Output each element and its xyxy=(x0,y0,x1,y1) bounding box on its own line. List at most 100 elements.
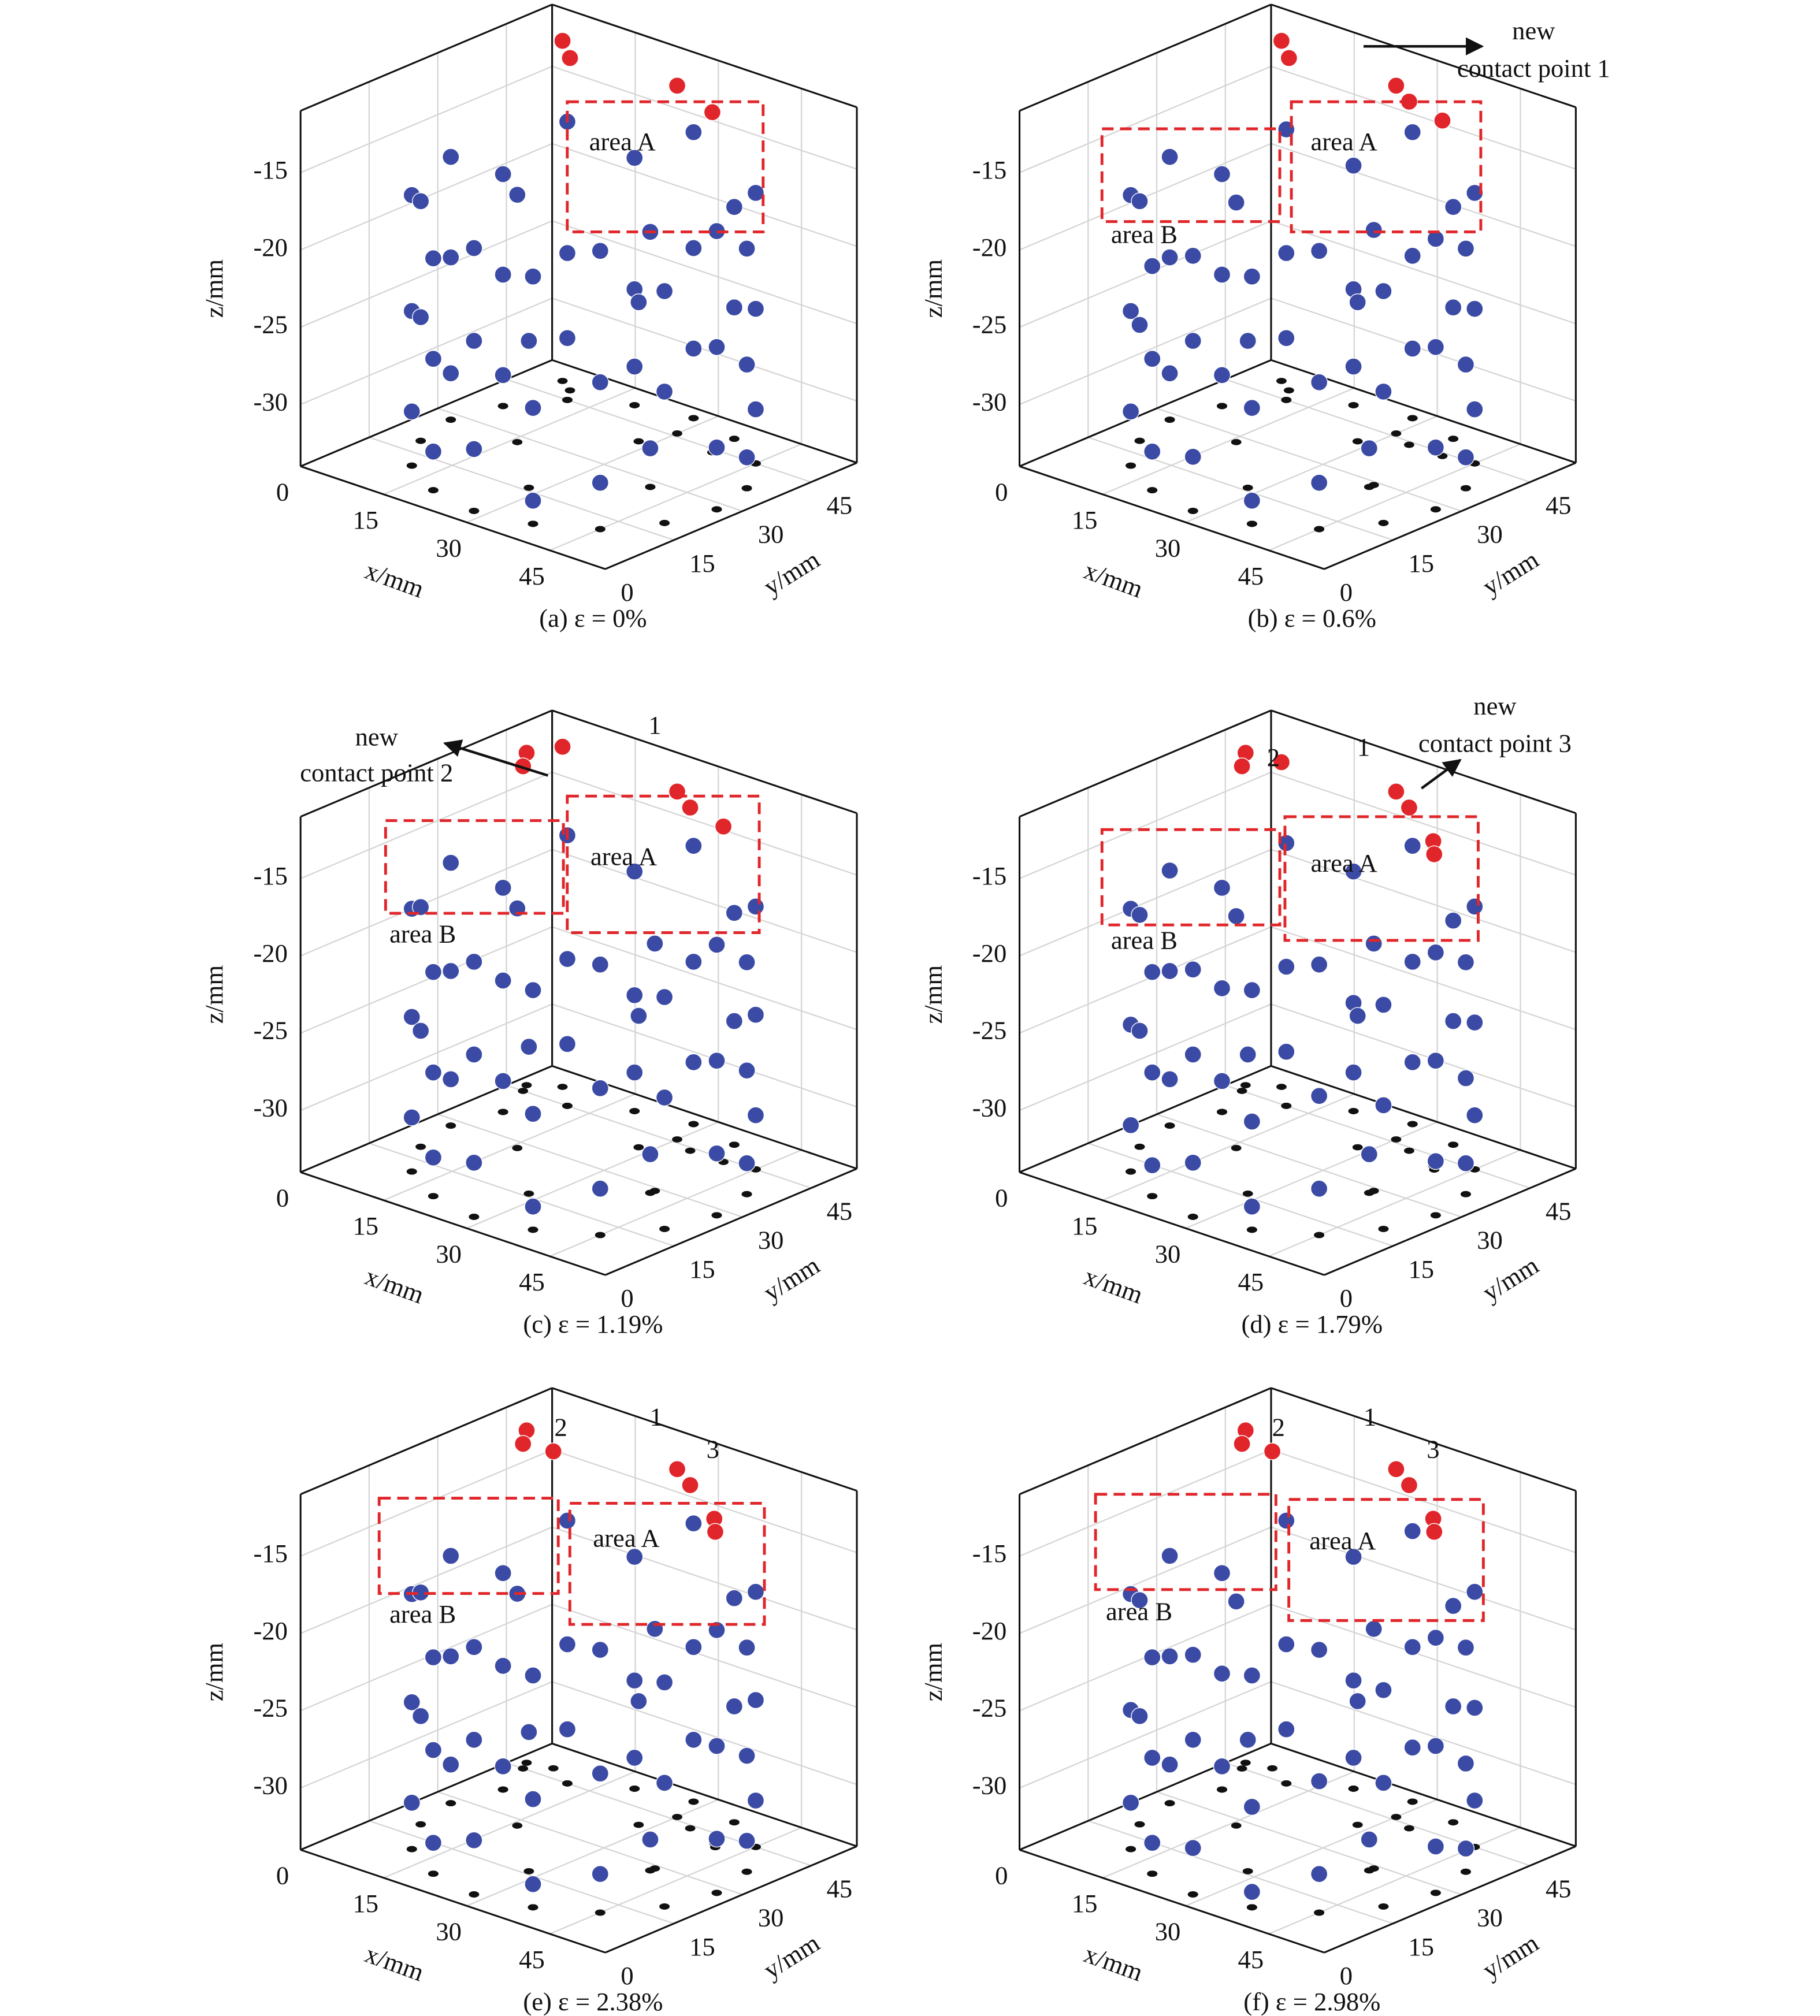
point-shadow xyxy=(406,1168,417,1175)
point xyxy=(685,123,703,141)
point xyxy=(1360,439,1378,457)
x-tick-label: 45 xyxy=(1238,1945,1264,1974)
point xyxy=(1272,32,1291,50)
point xyxy=(738,1832,756,1850)
point xyxy=(524,1667,542,1684)
point-shadow xyxy=(1448,436,1459,442)
point xyxy=(1466,300,1484,318)
point-shadow xyxy=(1246,1226,1257,1233)
point xyxy=(1425,845,1443,864)
point xyxy=(442,1647,460,1665)
point-shadow xyxy=(445,1800,456,1806)
point xyxy=(681,798,699,817)
point-shadow xyxy=(1134,437,1145,444)
box-edge xyxy=(1019,1171,1325,1276)
annotation: 1 xyxy=(648,711,661,739)
point xyxy=(1184,1731,1202,1749)
point xyxy=(738,1061,756,1080)
point xyxy=(558,1035,577,1053)
point xyxy=(1161,248,1179,266)
point-shadow xyxy=(1236,1088,1247,1094)
y-tick-label: 30 xyxy=(758,1226,784,1255)
point xyxy=(442,248,460,266)
point-shadow xyxy=(415,1821,426,1828)
area-box xyxy=(1100,127,1282,224)
y-tick-label: 15 xyxy=(1408,1932,1434,1961)
point xyxy=(685,239,703,257)
point xyxy=(738,953,756,971)
point xyxy=(1263,1442,1282,1460)
z-tick-label: -25 xyxy=(253,310,287,339)
x-axis-label: x/mm xyxy=(1080,1262,1147,1310)
point-shadow xyxy=(1348,402,1359,408)
z-tick-label: -25 xyxy=(972,310,1006,339)
y-axis-label: y/mm xyxy=(1477,1251,1544,1307)
point xyxy=(725,1012,743,1030)
point-shadow xyxy=(1281,1103,1292,1109)
annotation: area B xyxy=(389,1600,456,1628)
point xyxy=(1184,1646,1202,1664)
point xyxy=(1184,247,1202,265)
point-shadow xyxy=(1430,506,1441,513)
point xyxy=(424,1148,443,1166)
point xyxy=(708,1829,726,1848)
point xyxy=(424,1063,443,1081)
x-tick-label: 15 xyxy=(1072,1889,1098,1918)
point-shadow xyxy=(688,415,699,422)
z-tick-label: -25 xyxy=(253,1694,287,1723)
point-shadow xyxy=(1187,1891,1198,1898)
annotation: area A xyxy=(590,842,657,871)
point xyxy=(1310,242,1328,260)
point xyxy=(554,32,571,50)
point xyxy=(626,1548,644,1566)
grid-line xyxy=(1102,387,1355,495)
annotation: area A xyxy=(1309,1526,1376,1555)
point-shadow xyxy=(1276,378,1287,384)
point-shadow xyxy=(672,1814,682,1820)
point xyxy=(1344,157,1362,174)
point xyxy=(1403,123,1421,141)
point xyxy=(725,299,743,317)
point xyxy=(465,1831,483,1849)
point xyxy=(1277,329,1295,347)
box-edge xyxy=(1019,1387,1272,1496)
box-edge xyxy=(1271,709,1576,814)
point xyxy=(626,862,644,880)
point xyxy=(465,239,483,257)
point xyxy=(1375,1096,1392,1114)
box-edge xyxy=(1019,1742,1272,1851)
x-tick-label: 45 xyxy=(519,1267,545,1296)
point xyxy=(1403,953,1421,971)
point xyxy=(494,1564,512,1582)
point xyxy=(1143,1834,1161,1852)
grid-line xyxy=(1019,297,1272,406)
point xyxy=(1403,837,1421,855)
point xyxy=(708,438,726,456)
point-shadow xyxy=(1348,1786,1359,1792)
point xyxy=(442,962,460,980)
point xyxy=(1121,1116,1140,1134)
point xyxy=(1466,1699,1484,1717)
point xyxy=(1243,981,1261,999)
point xyxy=(403,1794,421,1812)
area-box xyxy=(566,794,761,934)
point-shadow xyxy=(512,1145,523,1151)
box-edge xyxy=(300,1387,553,1496)
grid-line xyxy=(300,1681,553,1789)
point xyxy=(1466,1013,1484,1032)
point xyxy=(524,1790,542,1808)
point-shadow xyxy=(595,526,606,533)
point xyxy=(1387,77,1405,95)
point xyxy=(424,963,443,981)
grid-line xyxy=(369,437,674,541)
point xyxy=(746,1691,765,1709)
z-tick-label: -15 xyxy=(253,155,287,184)
point-shadow xyxy=(711,1889,722,1896)
point xyxy=(1310,1180,1328,1197)
point xyxy=(641,1145,659,1163)
grid-line xyxy=(1225,1084,1531,1189)
point xyxy=(1433,111,1451,129)
point xyxy=(1243,399,1261,417)
point xyxy=(1213,1564,1231,1582)
